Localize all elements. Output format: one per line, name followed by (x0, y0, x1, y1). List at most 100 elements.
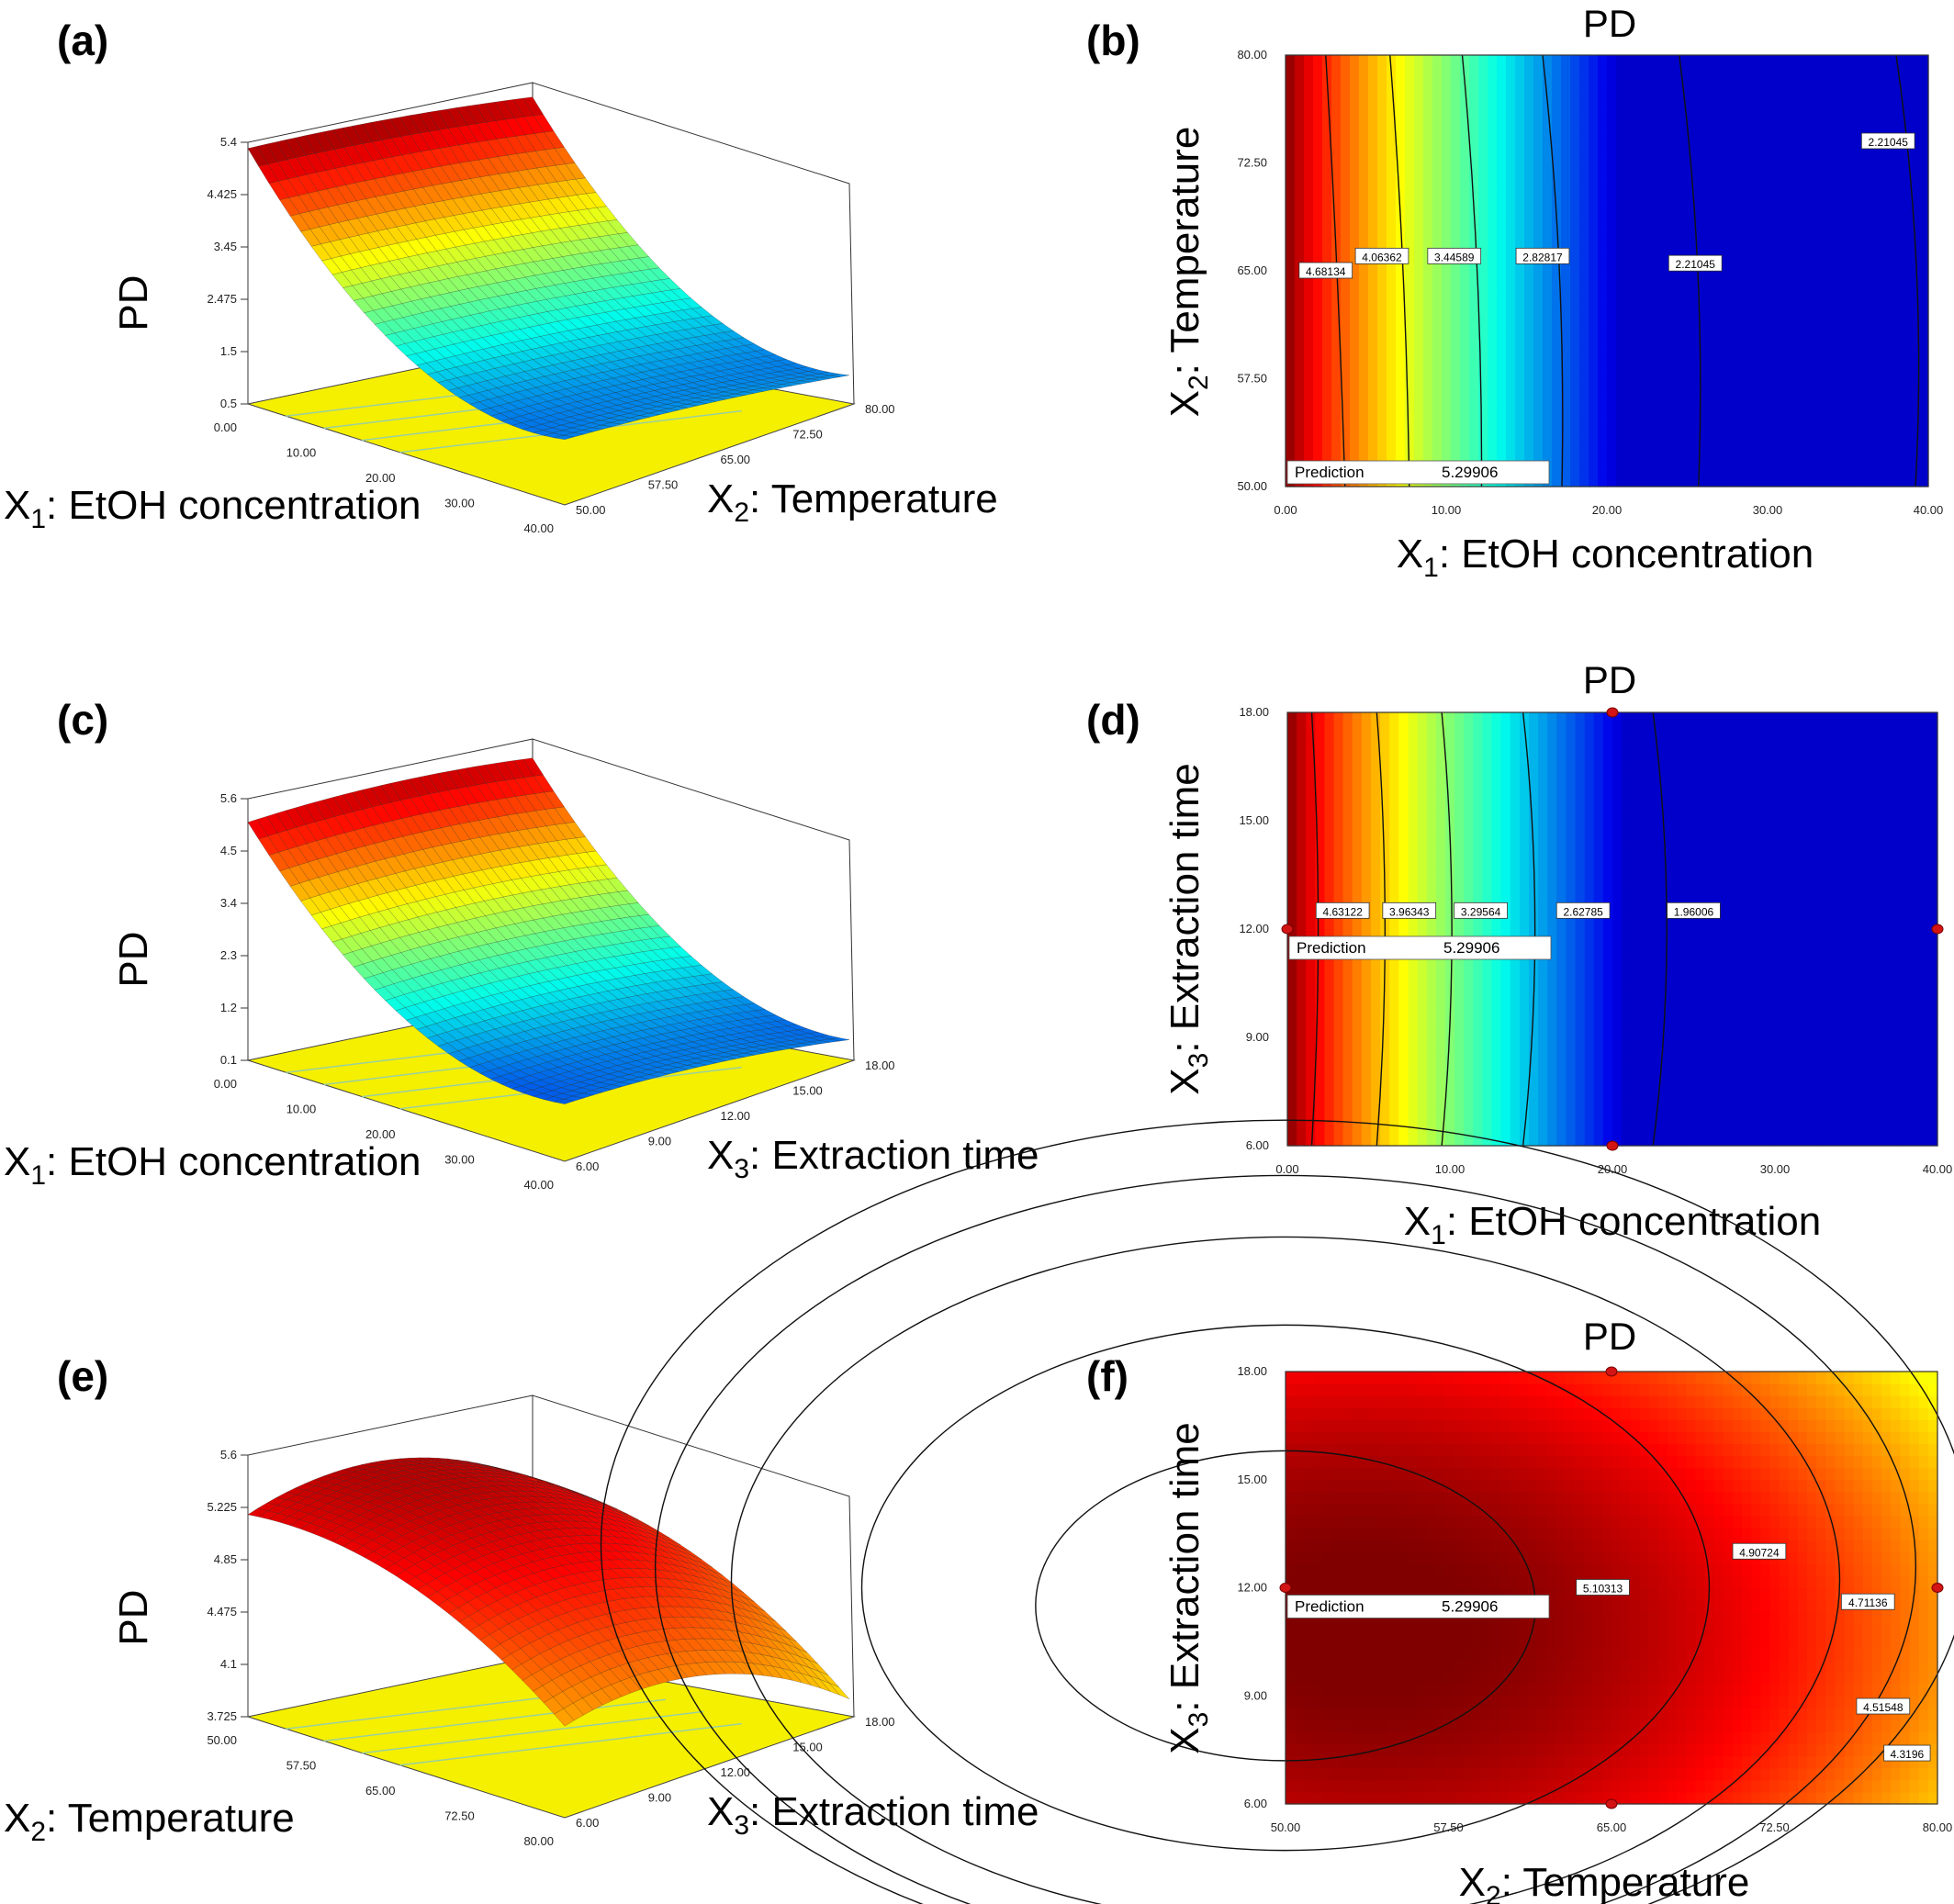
contour-cell (1644, 462, 1654, 476)
contour-cell (1680, 450, 1690, 464)
contour-cell (1763, 426, 1773, 440)
contour-cell (1286, 67, 1296, 80)
contour-cell (1313, 402, 1323, 416)
contour-cell (1809, 271, 1819, 284)
contour-cell (1634, 378, 1645, 392)
contour-cell (1469, 390, 1479, 404)
contour-cell (1396, 366, 1406, 380)
contour-cell (1699, 115, 1709, 128)
contour-cell (1524, 139, 1534, 152)
contour-cell (1478, 295, 1488, 308)
contour-cell (1791, 283, 1801, 296)
contour-cell (1304, 402, 1314, 416)
contour-cell (1827, 283, 1837, 296)
contour-cell (1423, 342, 1433, 355)
contour-cell (1745, 366, 1755, 380)
contour-cell (1791, 115, 1801, 128)
contour-cell (1313, 103, 1323, 116)
contour-cell (1607, 366, 1617, 380)
contour-cell (1598, 474, 1608, 487)
contour-cell (1359, 342, 1369, 355)
contour-cell (1359, 186, 1369, 200)
contour-cell (1359, 234, 1369, 248)
contour-cell (1791, 210, 1801, 224)
contour-cell (1708, 426, 1718, 440)
contour-cell (1607, 186, 1617, 200)
contour-cell (1607, 474, 1617, 487)
contour-cell (1745, 91, 1755, 104)
contour-cell (1836, 127, 1847, 140)
contour-cell (1653, 139, 1663, 152)
contour-cell (1341, 127, 1351, 140)
contour-cell (1478, 210, 1488, 224)
contour-cell (1304, 139, 1314, 152)
contour-cell (1625, 402, 1635, 416)
contour-cell (1359, 55, 1369, 68)
contour-cell (1717, 319, 1727, 331)
contour-cell (1533, 162, 1544, 176)
contour-cell (1561, 162, 1571, 176)
contour-cell (1350, 127, 1360, 140)
contour-cell (1607, 390, 1617, 404)
contour-cell (1515, 366, 1525, 380)
contour-cell (1662, 210, 1672, 224)
contour-cell (1387, 330, 1397, 343)
contour-cell (1524, 366, 1534, 380)
contour-cell (1570, 234, 1580, 248)
contour-cell (1359, 366, 1369, 380)
contour-cell (1533, 390, 1544, 404)
contour-cell (1341, 198, 1351, 212)
contour-cell (1791, 198, 1801, 212)
contour-cell (1524, 67, 1534, 80)
contour-cell (1533, 307, 1544, 319)
contour-cell (1598, 127, 1608, 140)
contour-cell (1735, 390, 1746, 404)
contour-cell (1708, 438, 1718, 452)
contour-cell (1579, 162, 1589, 176)
contour-cell (1772, 91, 1782, 104)
z-tick-label: 5.6 (220, 791, 237, 805)
contour-cell (1726, 462, 1736, 476)
contour-cell (1589, 91, 1599, 104)
contour-cell (1726, 438, 1736, 452)
contour-cell (1699, 79, 1709, 92)
x-axis-title: X1: EtOH concentration (4, 483, 421, 534)
contour-cell (1763, 342, 1773, 355)
contour-cell (1377, 366, 1387, 380)
contour-cell (1735, 462, 1746, 476)
contour-cell (1671, 330, 1681, 343)
x-tick-label: 72.50 (444, 1809, 475, 1823)
contour-cell (1763, 91, 1773, 104)
contour-cell (1561, 271, 1571, 284)
contour-cell (1763, 151, 1773, 164)
contour-cell (1350, 342, 1360, 355)
y-axis-title: X2: Temperature (707, 476, 998, 528)
contour-cell (1735, 222, 1746, 236)
contour-cell (1524, 55, 1534, 68)
contour-cell (1488, 342, 1498, 355)
contour-cell (1396, 127, 1406, 140)
contour-cell (1331, 295, 1342, 308)
contour-cell (1607, 283, 1617, 296)
contour-cell (1313, 222, 1323, 236)
contour-cell (1359, 198, 1369, 212)
contour-cell (1699, 307, 1709, 319)
contour-cell (1405, 402, 1415, 416)
contour-cell (1414, 186, 1424, 200)
contour-cell (1543, 79, 1553, 92)
contour-cell (1579, 295, 1589, 308)
contour-cell (1717, 342, 1727, 355)
contour-cell (1754, 115, 1764, 128)
contour-cell (1708, 234, 1718, 248)
contour-cell (1781, 342, 1791, 355)
contour-cell (1772, 474, 1782, 487)
contour-cell (1589, 366, 1599, 380)
contour-cell (1726, 234, 1736, 248)
contour-cell (1579, 450, 1589, 464)
contour-cell (1579, 378, 1589, 392)
contour-cell (1304, 366, 1314, 380)
contour-cell (1350, 186, 1360, 200)
contour-cell (1781, 151, 1791, 164)
contour-cell (1488, 115, 1498, 128)
contour-cell (1818, 210, 1828, 224)
